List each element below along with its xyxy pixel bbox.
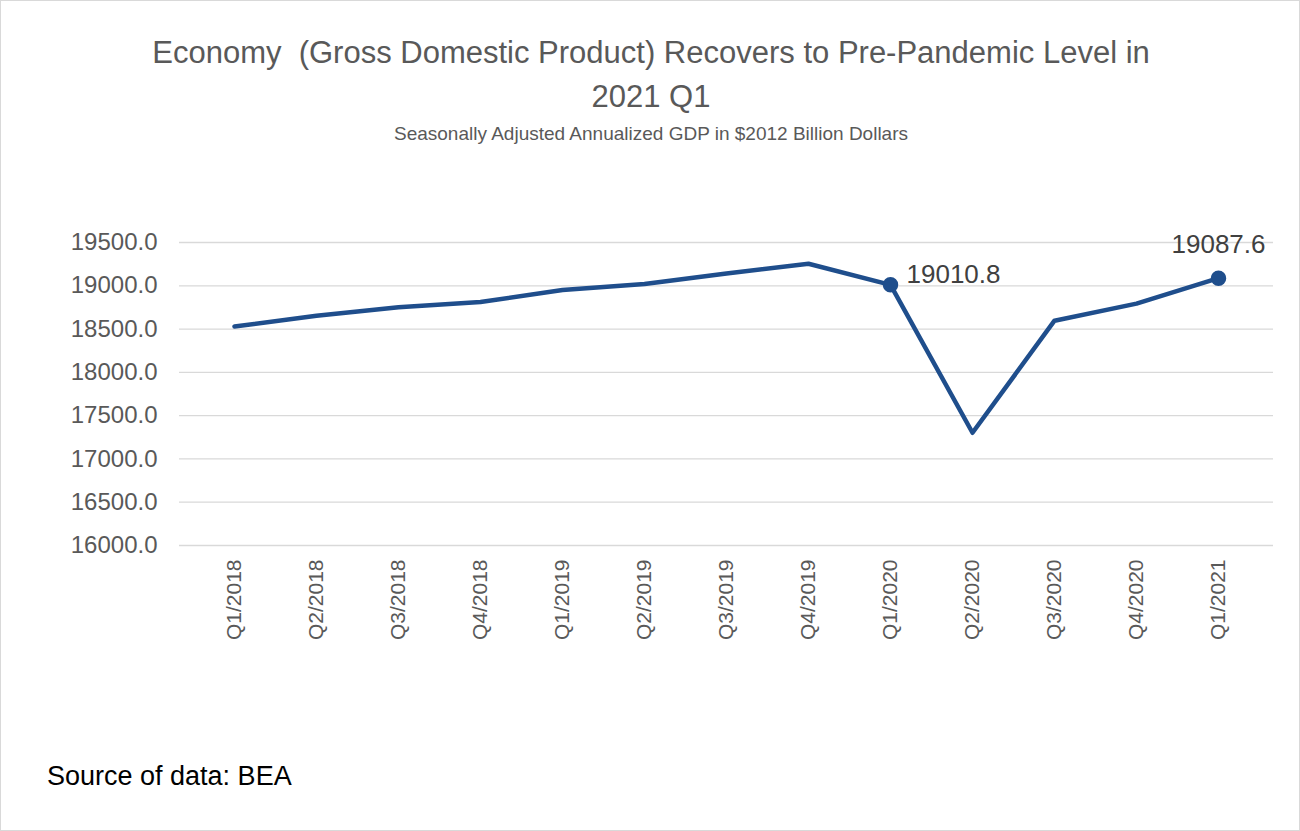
svg-text:19000.0: 19000.0 [71,271,158,298]
svg-text:Q3/2019: Q3/2019 [714,560,737,641]
svg-text:18000.0: 18000.0 [71,358,158,385]
html-text:Economy (Gross Domestic Produc: Economy (Gross Domestic Product) Recover… [152,35,1159,114]
svg-text:19010.8: 19010.8 [907,259,1001,289]
svg-text:16000.0: 16000.0 [71,531,158,558]
svg-text:Q1/2018: Q1/2018 [222,560,245,641]
svg-text:Q2/2020: Q2/2020 [960,560,983,641]
svg-text:19087.6: 19087.6 [1172,229,1266,259]
svg-text:Q1/2020: Q1/2020 [878,560,901,641]
svg-text:16500.0: 16500.0 [71,488,158,515]
svg-text:Q4/2020: Q4/2020 [1124,560,1147,641]
svg-text:17000.0: 17000.0 [71,445,158,472]
svg-text:Q1/2021: Q1/2021 [1206,560,1229,641]
svg-text:Q3/2018: Q3/2018 [386,560,409,641]
svg-text:18500.0: 18500.0 [71,315,158,342]
html-text:Seasonally Adjusted Annualized: Seasonally Adjusted Annualized GDP in $2… [394,123,908,144]
svg-text:Q1/2019: Q1/2019 [550,560,573,641]
svg-text:Q2/2019: Q2/2019 [632,560,655,641]
svg-text:17500.0: 17500.0 [71,401,158,428]
html-text:Source of data: BEA: Source of data: BEA [47,761,292,791]
svg-text:Q4/2018: Q4/2018 [468,560,491,641]
svg-text:19500.0: 19500.0 [71,228,158,255]
svg-text:Q2/2018: Q2/2018 [304,560,327,641]
svg-text:Q3/2020: Q3/2020 [1042,560,1065,641]
svg-text:Q4/2019: Q4/2019 [796,560,819,641]
